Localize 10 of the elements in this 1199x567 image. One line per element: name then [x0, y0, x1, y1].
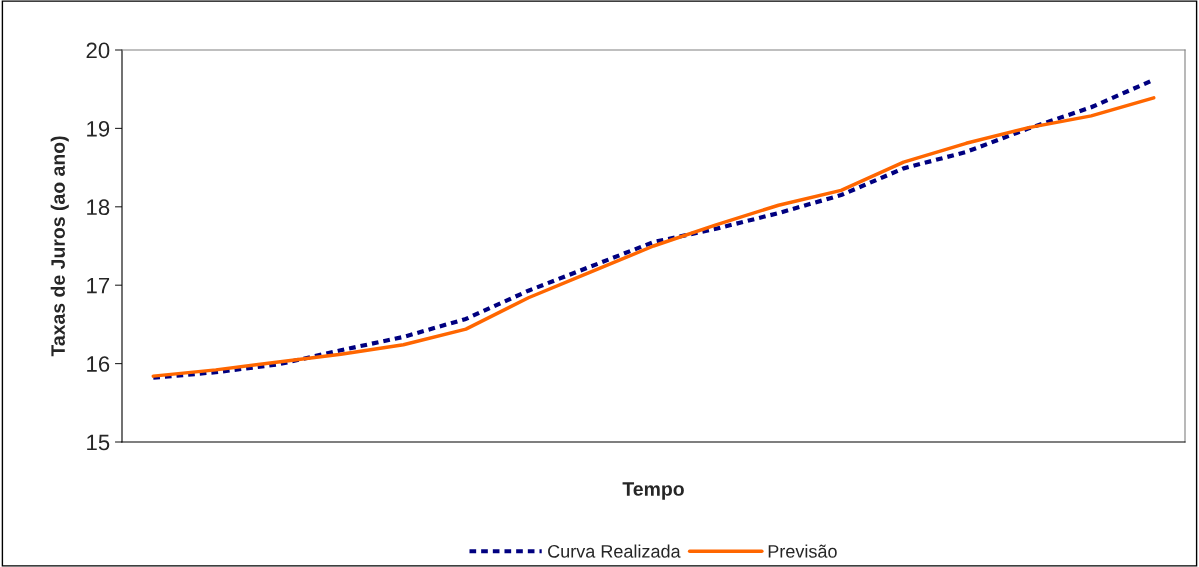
x-axis-title: Tempo	[622, 482, 684, 500]
legend-label: Previsão	[768, 544, 837, 558]
y-axis-title: Taxas de Juros (ao ano)	[50, 136, 69, 357]
y-tick-label: 17	[87, 277, 110, 294]
y-tick-label: 16	[87, 356, 110, 372]
y-tick-label: 19	[87, 120, 110, 137]
legend-label: Curva Realizada	[548, 544, 681, 558]
y-tick-label: 15	[87, 434, 110, 451]
y-tick-label: 18	[87, 199, 110, 216]
y-tick-label: 20	[86, 42, 110, 59]
